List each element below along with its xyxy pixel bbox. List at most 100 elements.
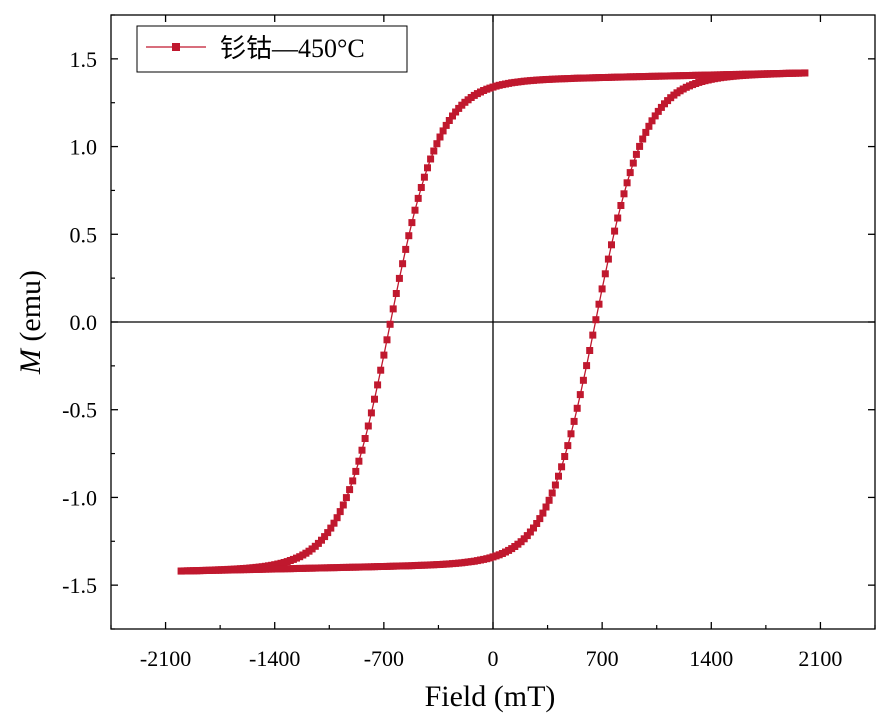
data-point [530,524,537,532]
data-point [651,112,659,120]
data-point [573,404,581,412]
data-point [551,481,559,489]
data-point [611,227,619,235]
x-tick-label: -1400 [249,646,300,671]
series-layer [177,69,809,575]
data-point [420,173,428,181]
data-point [333,514,341,522]
data-point [455,104,463,112]
x-tick-label: 700 [586,646,619,671]
data-point [355,457,363,465]
data-point [548,489,556,497]
data-point [364,422,372,430]
data-point [523,532,531,540]
x-axis-label: Field (mT) [425,680,556,713]
data-point [626,169,634,177]
data-point [558,463,566,471]
data-point [380,351,388,359]
data-point [358,446,366,454]
data-point [408,219,416,227]
data-point [452,108,460,116]
data-point [436,133,444,141]
data-point [642,128,650,136]
data-point [632,150,640,158]
data-point [367,409,375,417]
data-point [321,533,329,541]
data-point [620,190,628,198]
y-axis-label-symbol: M [14,347,47,375]
y-tick-label: 1.5 [70,47,98,72]
y-tick-label: -0.5 [62,398,97,423]
y-tick-label: -1.5 [62,573,97,598]
data-point [342,494,350,502]
y-tick-label: -1.0 [62,485,97,510]
data-point [405,232,413,240]
data-point [608,241,615,249]
data-point [377,366,385,374]
data-point [545,496,553,504]
legend-box [136,25,408,73]
axis-ticks: -2100 -1400 -700 0 700 1400 2100 -1.5 -1.0 -0.5 0.… [62,14,876,671]
data-point [417,184,425,191]
data-point [589,331,597,339]
x-tick-label: 1400 [689,646,733,671]
data-point [395,274,403,282]
data-point [579,376,587,384]
data-point [336,508,344,516]
data-point [564,442,572,450]
data-point [570,417,578,425]
x-tick-label: -700 [364,646,404,671]
y-tick-label: 1.0 [70,135,98,160]
data-point [526,528,534,536]
y-axis-label-unit: (emu) [14,270,47,349]
data-point [361,435,369,442]
legend-label: 钐钴—450°C [220,34,365,63]
data-point [576,391,584,399]
zero-lines [111,15,875,629]
data-point [449,112,456,120]
data-point [542,503,550,511]
data-point [374,381,382,389]
data-point [648,117,656,125]
data-point [598,285,606,293]
data-point [339,501,347,509]
data-point [352,467,360,475]
y-tick-label: 0.0 [70,310,98,335]
data-point [399,260,407,268]
data-point [346,486,354,494]
data-point [614,214,622,222]
data-point [424,164,431,172]
data-point [442,121,450,129]
legend: 钐钴—450°C [136,25,408,73]
data-point [439,127,447,135]
data-point [330,519,338,527]
data-point [411,206,419,214]
data-point [402,245,410,253]
data-point [636,142,644,150]
data-point [583,362,591,370]
data-point [539,509,547,517]
x-tick-label: -2100 [140,646,191,671]
data-point [427,155,435,163]
data-point [555,472,562,480]
data-point [324,529,332,537]
data-point [414,194,422,202]
data-point [386,320,394,328]
data-point [645,122,653,130]
data-point [629,159,637,167]
data-point [392,290,400,297]
data-point [639,135,647,143]
data-point [654,107,662,115]
data-point [445,117,453,124]
data-point [349,477,357,485]
data-point [801,69,809,77]
data-point [617,202,625,209]
data-point [371,395,378,403]
data-point [536,515,544,523]
data-point [430,147,438,155]
data-point [327,524,335,532]
data-point [601,270,609,278]
data-point [604,255,612,263]
legend-marker [172,43,180,51]
